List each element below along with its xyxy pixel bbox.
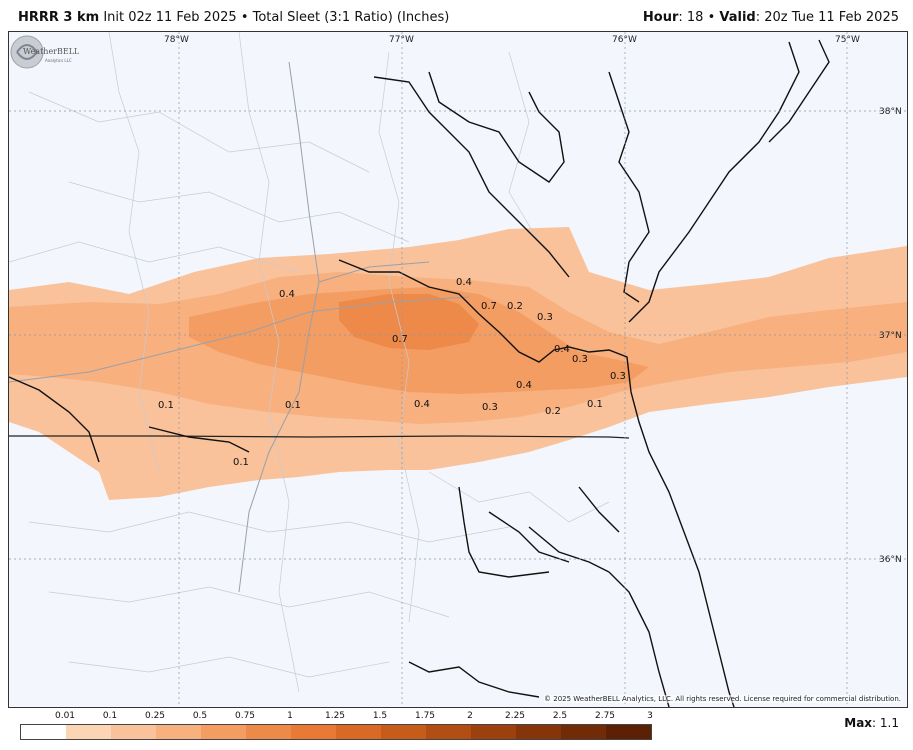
state-border (9, 435, 630, 439)
legend-tick-label: 3 (647, 711, 653, 721)
legend-tick-label: 2.25 (504, 711, 526, 721)
value-label: 0.3 (610, 371, 626, 382)
legend-tick-label: 2.5 (552, 711, 568, 721)
legend-swatch (21, 725, 66, 739)
valid-value: : 20z Tue 11 Feb 2025 (755, 10, 899, 25)
hour-label: Hour (642, 10, 679, 25)
coastlines (9, 39, 830, 707)
init-time: Init 02z 11 Feb 2025 (103, 10, 237, 25)
legend-tick-label: 1.5 (372, 711, 388, 721)
value-label: 0.7 (392, 334, 408, 345)
model-name: HRRR 3 km (18, 10, 100, 25)
copyright-notice: © 2025 WeatherBELL Analytics, LLC. All r… (544, 695, 901, 703)
legend-swatch (606, 725, 651, 739)
lon-label-75w: 75°W (835, 35, 860, 45)
value-label: 0.4 (516, 380, 532, 391)
max-value: Max: 1.1 (844, 716, 899, 730)
lat-label-38n: 38°N (879, 107, 902, 117)
legend-swatch (471, 725, 516, 739)
sleet-area-core (339, 294, 479, 350)
logo-text: WeatherBELL (23, 47, 79, 56)
legend-swatch (291, 725, 336, 739)
lon-label-78w: 78°W (164, 35, 189, 45)
map-panel: 78°W 77°W 76°W 75°W 38°N 37°N 36°N 0.4 0… (8, 31, 908, 708)
value-label: 0.4 (554, 344, 570, 355)
value-label: 0.3 (537, 312, 553, 323)
legend-swatch (561, 725, 606, 739)
valid-label: Valid (719, 10, 756, 25)
legend-color-bar (20, 724, 652, 740)
value-label: 0.2 (507, 301, 523, 312)
lat-label-37n: 37°N (879, 331, 902, 341)
legend-tick-label: 0.01 (54, 711, 76, 721)
value-label: 0.1 (587, 399, 603, 410)
max-label: Max (844, 716, 873, 730)
legend-swatch (66, 725, 111, 739)
legend-tick-label: 0.1 (102, 711, 118, 721)
legend-swatch (246, 725, 291, 739)
color-legend: 0.01 0.1 0.25 0.5 0.75 1 1.25 1.5 1.75 2 2.25 2.5 2.… (20, 708, 660, 744)
legend-swatch (201, 725, 246, 739)
legend-swatch (516, 725, 561, 739)
max-number: : 1.1 (872, 716, 899, 730)
map-title: HRRR 3 km Init 02z 11 Feb 2025 • Total S… (18, 10, 449, 25)
lon-label-77w: 77°W (389, 35, 414, 45)
value-label: 0.7 (481, 301, 497, 312)
title-separator-right: • (707, 10, 716, 25)
header: HRRR 3 km Init 02z 11 Feb 2025 • Total S… (0, 0, 913, 30)
legend-tick-label: 2.75 (594, 711, 616, 721)
value-label: 0.1 (285, 400, 301, 411)
legend-tick-label: 0.75 (234, 711, 256, 721)
legend-tick-label: 1.75 (414, 711, 436, 721)
hour-value: : 18 (678, 10, 704, 25)
title-separator: • (240, 10, 249, 25)
value-label: 0.1 (233, 457, 249, 468)
legend-swatch (111, 725, 156, 739)
value-label: 0.4 (456, 277, 472, 288)
value-label: 0.1 (158, 400, 174, 411)
value-label: 0.3 (482, 402, 498, 413)
legend-swatch (336, 725, 381, 739)
value-label: 0.3 (572, 354, 588, 365)
value-label: 0.4 (279, 289, 295, 300)
value-label: 0.2 (545, 406, 561, 417)
sleet-shading (9, 227, 907, 500)
legend-tick-label: 1.25 (324, 711, 346, 721)
value-label: 0.4 (414, 399, 430, 410)
legend-tick-label: 2 (467, 711, 473, 721)
legend-swatch (156, 725, 201, 739)
valid-info: Hour: 18 • Valid: 20z Tue 11 Feb 2025 (643, 10, 899, 25)
lat-label-36n: 36°N (879, 555, 902, 565)
map-svg: 78°W 77°W 76°W 75°W 38°N 37°N 36°N 0.4 0… (9, 32, 907, 707)
legend-ticks: 0.01 0.1 0.25 0.5 0.75 1 1.25 1.5 1.75 2 2.25 2.5 2.… (20, 711, 660, 723)
legend-tick-label: 0.25 (144, 711, 166, 721)
legend-swatch (381, 725, 426, 739)
product-name: Total Sleet (3:1 Ratio) (Inches) (252, 10, 450, 25)
logo-subtext: Analytics LLC (45, 58, 72, 63)
legend-tick-label: 0.5 (192, 711, 208, 721)
county-lines (9, 32, 610, 693)
roads (9, 61, 470, 593)
lon-label-76w: 76°W (612, 35, 637, 45)
legend-swatch (426, 725, 471, 739)
legend-tick-label: 1 (287, 711, 293, 721)
weatherbell-logo: WeatherBELL Analytics LLC (10, 35, 79, 69)
